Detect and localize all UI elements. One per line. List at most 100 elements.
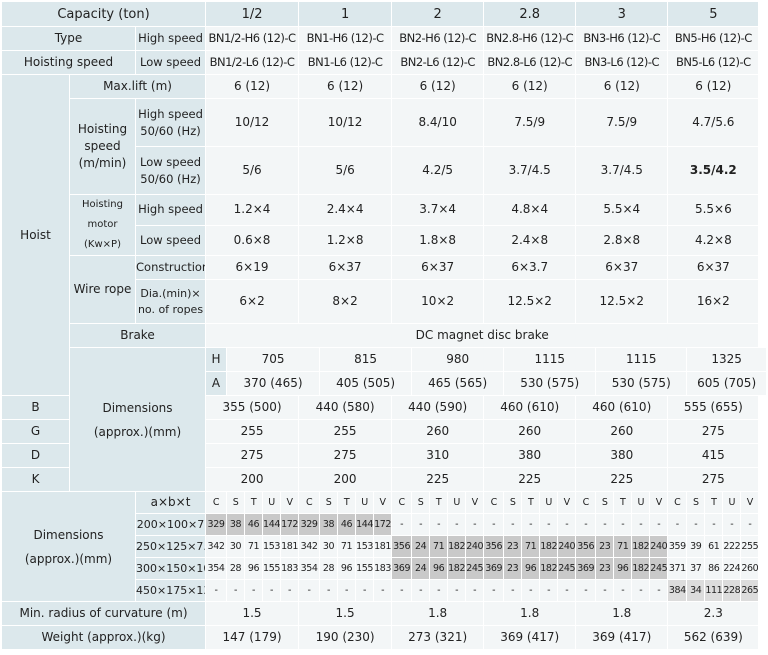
- speed-high-label: High speed 50/60 (Hz): [134, 98, 207, 147]
- beam-cell: -: [667, 513, 688, 536]
- beam-cell: 46: [244, 513, 264, 536]
- type-high-label: High speed: [134, 26, 207, 51]
- dim-value: 605 (705): [686, 371, 767, 396]
- weight-value: 369 (417): [575, 625, 669, 650]
- beam-cell: -: [649, 579, 669, 602]
- motor-label: Hoisting motor (Kw×P): [69, 194, 136, 256]
- beam-cell: 38: [226, 513, 246, 536]
- beam-cell: 37: [686, 557, 706, 580]
- beam-cell: 71: [429, 535, 449, 558]
- beam-sub-header: S: [503, 491, 523, 514]
- weight-value: 147 (179): [205, 625, 300, 650]
- weight-value: 562 (639): [667, 625, 760, 650]
- beam-cell: 23: [595, 557, 615, 580]
- beam-cell: -: [447, 579, 467, 602]
- weight-value: 190 (230): [298, 625, 393, 650]
- beam-cell: 182: [539, 557, 559, 580]
- beam-cell: 30: [226, 535, 246, 558]
- max-lift-value: 6 (12): [483, 74, 577, 99]
- beam-cell: 71: [521, 535, 541, 558]
- beam-cell: 111: [704, 579, 724, 602]
- beam-cell: 265: [740, 579, 760, 602]
- beam-cell: 155: [355, 557, 375, 580]
- dim-value: 705: [226, 347, 321, 372]
- beam-cell: 155: [262, 557, 282, 580]
- beam-cell: -: [391, 513, 413, 536]
- beam-cell: 182: [631, 557, 651, 580]
- hoisting-speed-label: Hoisting speed: [1, 50, 136, 75]
- beam-sub-header: V: [557, 491, 577, 514]
- beam-cell: -: [521, 513, 541, 536]
- beam-size-header: a×b×t: [134, 491, 207, 514]
- dim-value: 440 (580): [298, 395, 393, 420]
- beam-cell: -: [557, 513, 577, 536]
- dim-value: 200: [298, 467, 393, 492]
- beam-cell: 153: [262, 535, 282, 558]
- beam-cell: -: [595, 579, 615, 602]
- capacity-value: 5: [667, 1, 760, 27]
- beam-sub-header: U: [262, 491, 282, 514]
- beam-cell: 96: [244, 557, 264, 580]
- beam-sub-header: U: [447, 491, 467, 514]
- dia-value: 6×2: [205, 279, 300, 324]
- construction-value: 6×19: [205, 255, 300, 280]
- beam-size-label: 250×125×7.5: [134, 535, 207, 558]
- speed-low-value: 5/6: [205, 146, 300, 195]
- min-radius-value: 1.5: [205, 601, 300, 626]
- dia-label: Dia.(min)× no. of ropes: [134, 279, 207, 324]
- min-radius-value: 1.8: [483, 601, 577, 626]
- motor-low-value: 1.8×8: [391, 224, 485, 256]
- beam-cell: 240: [465, 535, 485, 558]
- beam-cell: -: [631, 579, 651, 602]
- motor-low-label: Low speed: [134, 224, 207, 256]
- capacity-value: 1/2: [205, 1, 300, 27]
- dim-value: 380: [575, 443, 669, 468]
- beam-cell: 354: [205, 557, 228, 580]
- beam-cell: 356: [575, 535, 597, 558]
- beam-cell: 96: [337, 557, 357, 580]
- beam-size-label: 450×175×13: [134, 579, 207, 602]
- type-low-value: BN1-L6 (12)-C: [298, 50, 393, 75]
- beam-cell: 354: [298, 557, 321, 580]
- beam-cell: 245: [557, 557, 577, 580]
- beam-sub-header: C: [298, 491, 321, 514]
- type-low-value: BN2.8-L6 (12)-C: [483, 50, 577, 75]
- capacity-value: 3: [575, 1, 669, 27]
- beam-cell: 183: [373, 557, 393, 580]
- beam-cell: 356: [391, 535, 413, 558]
- beam-cell: 342: [298, 535, 321, 558]
- dim-value: 255: [298, 419, 393, 444]
- dim-letter: B: [1, 395, 70, 420]
- beam-sub-header: T: [244, 491, 264, 514]
- dim-value: 260: [483, 419, 577, 444]
- beam-cell: 329: [205, 513, 228, 536]
- beam-cell: -: [503, 513, 523, 536]
- beam-cell: -: [740, 513, 760, 536]
- dim-value: 225: [391, 467, 485, 492]
- beam-cell: 23: [503, 535, 523, 558]
- speed-low-value: 4.2/5: [391, 146, 485, 195]
- capacity-label: Capacity (ton): [0, 1, 207, 27]
- beam-cell: 172: [373, 513, 393, 536]
- beam-cell: 39: [686, 535, 706, 558]
- dim-letter: D: [1, 443, 70, 468]
- dim-value: 405 (505): [319, 371, 413, 396]
- beam-cell: -: [465, 579, 485, 602]
- weight-value: 369 (417): [483, 625, 577, 650]
- beam-cell: 384: [667, 579, 688, 602]
- capacity-value: 2: [391, 1, 485, 27]
- motor-high-value: 1.2×4: [205, 194, 300, 226]
- beam-cell: 255: [740, 535, 760, 558]
- beam-cell: 38: [319, 513, 339, 536]
- beam-dimensions-label: Dimensions (approx.)(mm): [1, 491, 136, 602]
- beam-cell: -: [686, 513, 706, 536]
- hoisting-speed-group-label: Hoisting speed (m/min): [69, 98, 136, 195]
- beam-cell: -: [391, 579, 413, 602]
- beam-cell: 342: [205, 535, 228, 558]
- speed-low-value: 3.5/4.2: [667, 146, 760, 195]
- beam-cell: 182: [631, 535, 651, 558]
- beam-sub-header: S: [226, 491, 246, 514]
- beam-cell: 359: [667, 535, 688, 558]
- beam-cell: -: [539, 579, 559, 602]
- dim-letter: H: [205, 347, 228, 372]
